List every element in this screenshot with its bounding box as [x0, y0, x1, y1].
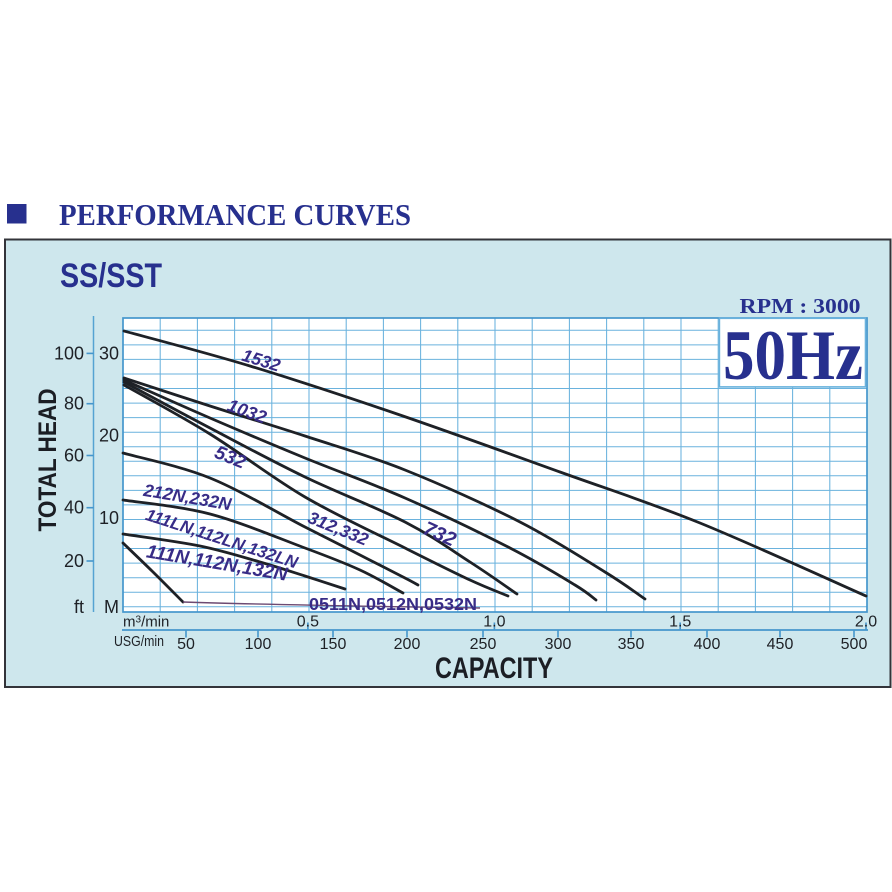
svg-text:40: 40 [64, 498, 84, 518]
svg-text:1.5: 1.5 [669, 614, 691, 631]
svg-text:500: 500 [841, 636, 868, 653]
svg-text:50Hz: 50Hz [723, 317, 863, 395]
svg-text:200: 200 [394, 636, 421, 653]
svg-text:1.0: 1.0 [483, 614, 505, 631]
svg-text:0.5: 0.5 [297, 614, 319, 631]
svg-text:60: 60 [64, 446, 84, 466]
svg-text:30: 30 [99, 343, 119, 363]
svg-text:PERFORMANCE CURVES: PERFORMANCE CURVES [59, 197, 411, 232]
svg-text:100: 100 [245, 636, 272, 653]
svg-text:300: 300 [545, 636, 572, 653]
svg-text:10: 10 [99, 508, 119, 528]
svg-text:ft: ft [74, 597, 84, 617]
svg-text:USG/min: USG/min [114, 634, 164, 650]
svg-text:SS/SST: SS/SST [60, 257, 162, 295]
svg-text:450: 450 [767, 636, 794, 653]
svg-text:0511N,0512N,0532N: 0511N,0512N,0532N [309, 594, 477, 614]
svg-text:m3/min: m3/min [123, 614, 169, 631]
svg-text:RPM : 3000: RPM : 3000 [740, 294, 861, 318]
svg-text:250: 250 [470, 636, 497, 653]
svg-text:20: 20 [64, 551, 84, 571]
svg-text:150: 150 [320, 636, 347, 653]
svg-text:80: 80 [64, 394, 84, 414]
svg-text:M: M [104, 597, 119, 617]
svg-text:CAPACITY: CAPACITY [435, 652, 553, 685]
svg-text:TOTAL HEAD: TOTAL HEAD [34, 389, 62, 532]
svg-text:2.0: 2.0 [855, 614, 877, 631]
svg-text:100: 100 [54, 343, 84, 363]
svg-text:50: 50 [177, 636, 195, 653]
svg-text:400: 400 [694, 636, 721, 653]
svg-text:20: 20 [99, 425, 119, 445]
svg-text:350: 350 [618, 636, 645, 653]
